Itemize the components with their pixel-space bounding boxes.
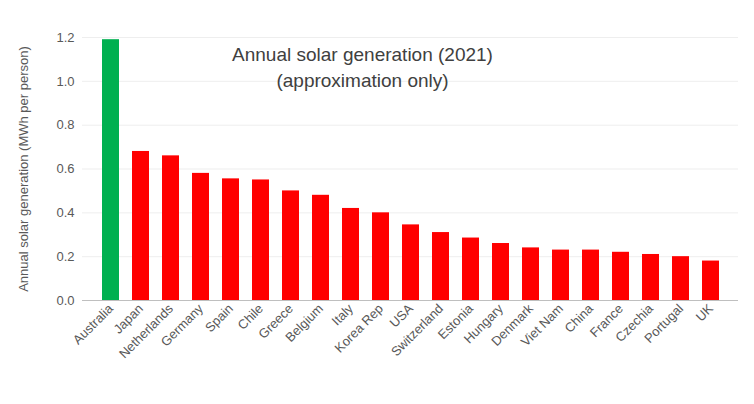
svg-text:Italy: Italy xyxy=(328,301,357,329)
svg-text:Switzerland: Switzerland xyxy=(387,301,447,360)
svg-text:Japan: Japan xyxy=(110,301,147,337)
svg-text:Belgium: Belgium xyxy=(282,301,326,345)
svg-text:0.0: 0.0 xyxy=(56,293,74,308)
svg-text:Germany: Germany xyxy=(158,301,207,350)
svg-text:USA: USA xyxy=(386,301,417,331)
svg-text:Portugal: Portugal xyxy=(641,301,686,346)
svg-text:0.2: 0.2 xyxy=(56,249,74,264)
svg-text:0.6: 0.6 xyxy=(56,161,74,176)
svg-text:Chile: Chile xyxy=(234,301,267,333)
svg-text:0.4: 0.4 xyxy=(56,205,74,220)
svg-text:Hungary: Hungary xyxy=(460,301,507,347)
svg-text:Greece: Greece xyxy=(255,301,297,342)
svg-text:Viet Nam: Viet Nam xyxy=(518,301,566,349)
svg-text:China: China xyxy=(561,301,597,336)
svg-text:Spain: Spain xyxy=(202,301,236,335)
svg-text:1.2: 1.2 xyxy=(56,30,74,45)
svg-text:Czechia: Czechia xyxy=(612,301,657,345)
svg-text:Estonia: Estonia xyxy=(434,301,477,343)
svg-text:0.8: 0.8 xyxy=(56,117,74,132)
svg-text:Annual solar generation (2021): Annual solar generation (2021) xyxy=(232,44,493,65)
svg-text:1.0: 1.0 xyxy=(56,73,74,88)
svg-text:Australia: Australia xyxy=(70,300,117,347)
svg-text:Netherlands: Netherlands xyxy=(115,301,177,362)
svg-text:Annual solar generation (MWh p: Annual solar generation (MWh per person) xyxy=(16,46,31,292)
svg-text:Denmark: Denmark xyxy=(488,301,537,349)
svg-text:UK: UK xyxy=(693,301,717,325)
svg-text:Korea Rep: Korea Rep xyxy=(332,301,387,356)
svg-text:(approximation only): (approximation only) xyxy=(276,70,448,91)
svg-text:France: France xyxy=(586,301,627,341)
